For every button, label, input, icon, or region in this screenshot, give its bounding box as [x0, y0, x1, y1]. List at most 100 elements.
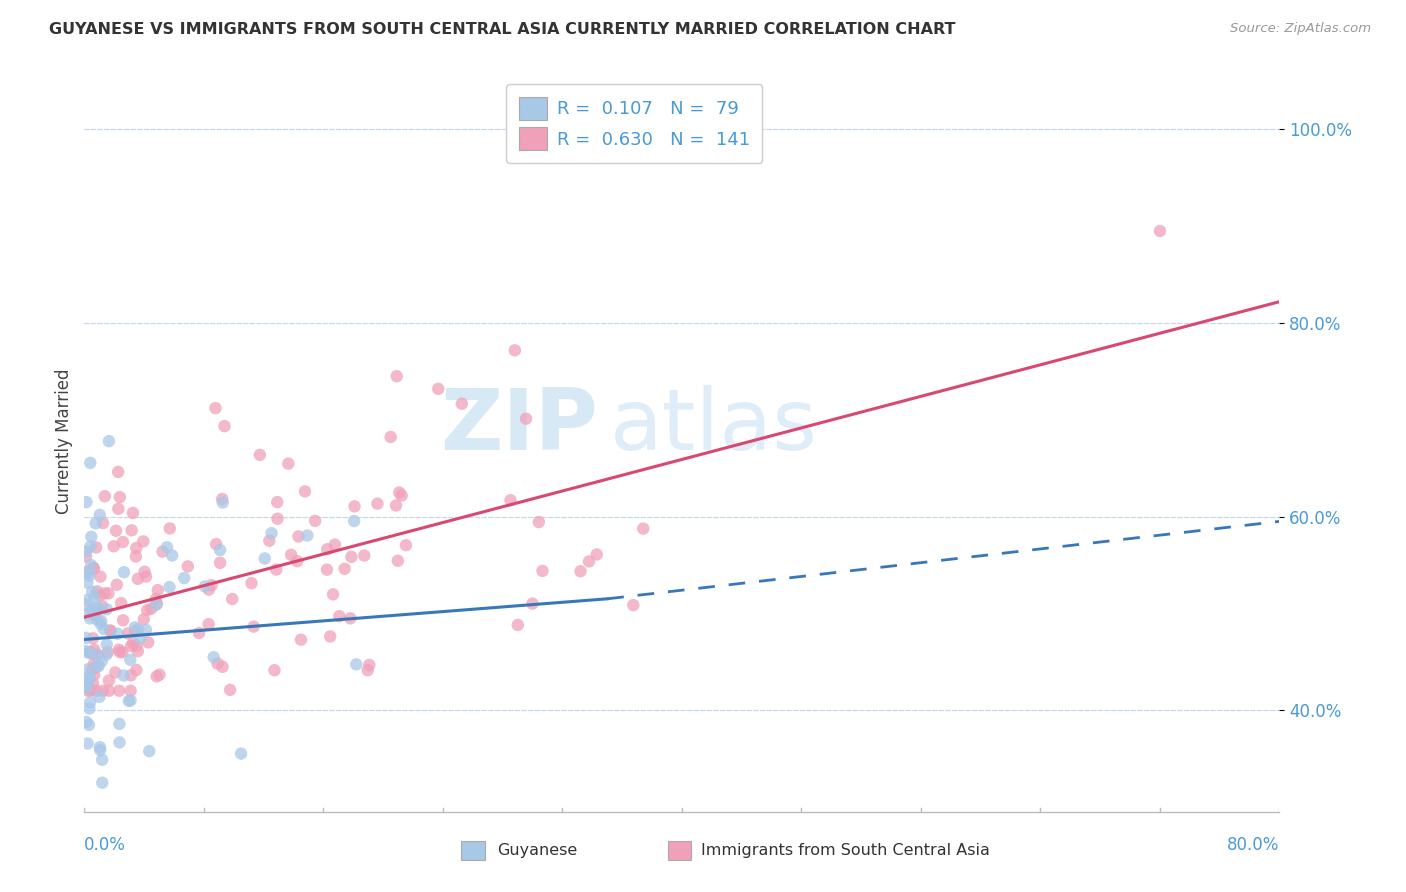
Point [253, 551, 276, 566]
Point [112, 566, 135, 580]
Point [205, 537, 228, 551]
Point [97, 586, 120, 600]
Point [127, 623, 149, 637]
Text: GUYANESE VS IMMIGRANTS FROM SOUTH CENTRAL ASIA CURRENTLY MARRIED CORRELATION CHA: GUYANESE VS IMMIGRANTS FROM SOUTH CENTRA… [49, 22, 956, 37]
Point [79, 611, 101, 625]
Point [173, 571, 195, 585]
FancyBboxPatch shape [668, 841, 692, 860]
Point [328, 609, 350, 624]
Point [122, 506, 145, 520]
Point [87, 658, 110, 673]
Point [80, 530, 103, 544]
Point [263, 663, 285, 677]
Point [297, 528, 319, 542]
Text: atlas: atlas [610, 385, 818, 468]
Point [79, 695, 101, 709]
Point [322, 587, 344, 601]
Point [136, 603, 159, 617]
Point [323, 538, 346, 552]
Point [380, 430, 402, 444]
Point [89, 690, 111, 704]
Point [207, 657, 229, 671]
Point [97, 645, 120, 659]
Point [285, 554, 308, 568]
Point [125, 663, 148, 677]
Point [108, 735, 131, 749]
Point [96, 638, 118, 652]
Point [77, 683, 100, 698]
Point [89, 569, 111, 583]
Point [277, 457, 299, 471]
Point [120, 653, 142, 667]
Point [79, 669, 101, 683]
Point [83, 607, 105, 622]
Point [77, 718, 100, 732]
Point [339, 611, 361, 625]
Point [75, 644, 97, 658]
Point [79, 568, 101, 582]
Point [1149, 224, 1171, 238]
Point [127, 644, 149, 658]
Point [125, 549, 148, 564]
Text: Guyanese: Guyanese [496, 843, 576, 858]
Point [264, 563, 287, 577]
Point [138, 744, 160, 758]
Point [127, 572, 149, 586]
Point [134, 565, 156, 579]
Point [96, 602, 118, 616]
Point [108, 642, 131, 657]
Point [316, 563, 339, 577]
Point [103, 539, 125, 553]
Text: ZIP: ZIP [440, 385, 599, 468]
Point [129, 632, 152, 646]
Point [197, 617, 219, 632]
Point [108, 683, 131, 698]
Point [135, 623, 157, 637]
Point [76, 593, 98, 607]
Point [112, 668, 135, 682]
Point [80, 683, 103, 698]
Point [89, 508, 111, 522]
Point [242, 619, 264, 633]
Point [145, 598, 167, 612]
Point [91, 599, 114, 614]
Point [77, 672, 100, 686]
Point [121, 524, 143, 538]
Point [90, 614, 112, 628]
Point [97, 434, 120, 449]
Point [124, 624, 146, 639]
Point [209, 556, 232, 570]
Point [75, 495, 97, 509]
Point [75, 673, 97, 687]
Point [110, 596, 132, 610]
Point [391, 488, 413, 502]
Point [229, 747, 252, 761]
Text: Source: ZipAtlas.com: Source: ZipAtlas.com [1230, 22, 1371, 36]
Point [344, 657, 367, 672]
Point [107, 501, 129, 516]
Point [79, 456, 101, 470]
Point [82, 584, 104, 599]
Point [124, 620, 146, 634]
Point [120, 693, 142, 707]
Point [122, 636, 145, 650]
Point [219, 682, 242, 697]
Point [108, 717, 131, 731]
Point [388, 485, 411, 500]
Point [211, 491, 233, 506]
Point [75, 544, 97, 558]
Point [135, 569, 157, 583]
Point [89, 743, 111, 757]
Point [98, 683, 121, 698]
Point [97, 673, 120, 688]
Point [145, 669, 167, 683]
Point [357, 663, 380, 677]
Point [120, 639, 142, 653]
Point [260, 526, 283, 541]
Point [91, 753, 114, 767]
Point [132, 534, 155, 549]
Point [76, 662, 98, 676]
Point [194, 579, 217, 593]
FancyBboxPatch shape [461, 841, 485, 860]
Point [75, 714, 97, 729]
